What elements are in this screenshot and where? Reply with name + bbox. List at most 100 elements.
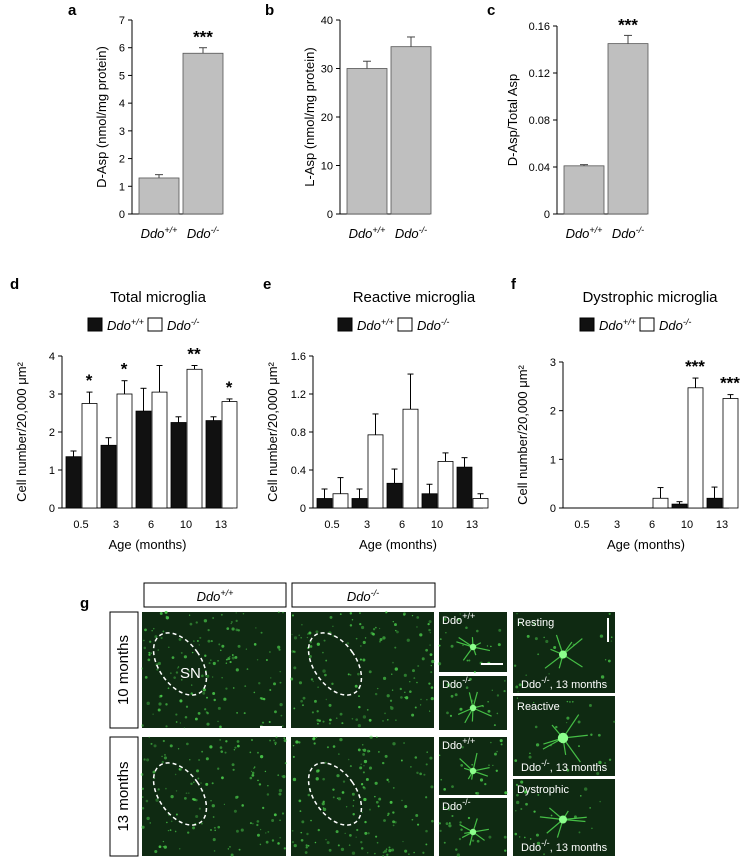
cell-dot [225, 740, 228, 743]
y-tick-label: 1 [119, 181, 125, 193]
x-label-ko: Ddo-/- [395, 225, 427, 241]
cell-dot [230, 853, 234, 857]
cell-dot [429, 631, 432, 634]
y-tick-label: 0 [327, 209, 333, 221]
legend-swatch-wt [337, 317, 353, 332]
cell-dot [499, 739, 503, 743]
x-tick-label: 3 [364, 519, 370, 531]
cell-dot [384, 849, 388, 853]
cell-dot [235, 628, 239, 632]
cell-dot [492, 764, 494, 767]
cell-dot [414, 756, 418, 759]
bar-ko [722, 398, 739, 509]
cell-dot [419, 633, 423, 637]
bar-ko [116, 393, 133, 509]
cell-dot [236, 740, 240, 743]
cell-dot [446, 711, 449, 715]
cell-dot [514, 832, 518, 836]
cell-dot [243, 712, 246, 715]
cell-dot [402, 840, 404, 843]
cell-dot [395, 629, 397, 632]
bar-wt [316, 498, 333, 509]
bar-ko [367, 434, 384, 509]
cell-dot [325, 838, 327, 841]
cell-dot [315, 736, 318, 738]
y-tick-label: 6 [119, 43, 125, 55]
cell-dot [514, 759, 518, 762]
cell-dot [516, 612, 518, 615]
cell-dot [413, 851, 415, 854]
header-box-ko [291, 582, 436, 608]
y-tick-label: 0 [119, 209, 125, 221]
header-label-ko: Ddo-/- [347, 588, 379, 604]
cell-dot [231, 627, 235, 631]
cell-dot [589, 807, 591, 809]
cell-dot [553, 646, 557, 650]
cell-dot [266, 793, 270, 796]
cell-dot [394, 667, 398, 671]
cell-dot [392, 820, 395, 824]
cell-dot [301, 623, 303, 626]
cell-dot [376, 687, 379, 690]
cell-dot [367, 832, 370, 835]
cell-dot [190, 782, 193, 786]
cell-dot [157, 649, 159, 651]
cell-dot [201, 674, 204, 678]
cell-dot [369, 808, 371, 811]
cell-dot [191, 651, 194, 654]
inset-state-label: Resting [517, 617, 554, 629]
cell-dot [283, 847, 286, 850]
cell-dot [597, 733, 601, 737]
cell-dot [185, 792, 188, 795]
header-label-wt: Ddo+/+ [197, 588, 234, 604]
y-axis-label: D-Asp/Total Asp [505, 74, 520, 167]
cell-dot [399, 687, 402, 691]
cell-dot [392, 661, 394, 664]
cell-dot [146, 701, 150, 706]
cell-dot [165, 703, 168, 706]
cell-dot [517, 691, 519, 693]
cell-dot [267, 785, 269, 787]
cell-dot [185, 705, 189, 708]
cell-dot [151, 630, 153, 632]
significance-mark: ** [187, 345, 201, 364]
cell-dot [363, 759, 368, 764]
cell-dot [234, 795, 239, 799]
y-tick-label: 40 [321, 15, 333, 27]
cell-dot [375, 835, 378, 838]
cell-dot [161, 760, 164, 764]
cell-dot [149, 640, 152, 643]
inset-state-label: Dystrophic [517, 784, 569, 796]
cell-dot [566, 700, 569, 703]
cell-dot [196, 769, 200, 773]
cell-dot [177, 748, 180, 750]
cell-dot [235, 612, 237, 614]
micrograph-dystrophic: Dystrophic Ddo-/-, 13 months [513, 779, 615, 856]
cell-dot [503, 835, 507, 839]
cell-dot [387, 814, 389, 817]
cell-dot [445, 822, 449, 826]
cell-dot [388, 781, 390, 783]
region-label: SN [180, 665, 201, 682]
cell-dot [377, 805, 380, 808]
cell-dot [607, 659, 611, 663]
cell-dot [153, 744, 157, 748]
legend-swatch-ko [639, 317, 655, 332]
cell-dot [140, 667, 144, 670]
cell-dot [374, 626, 377, 629]
cell-dot [450, 694, 454, 698]
cell-dot [261, 721, 265, 724]
legend-label-wt: Ddo+/+ [599, 317, 636, 333]
cell-dot [608, 612, 611, 615]
cell-dot [275, 736, 278, 739]
cell-dot [396, 630, 399, 634]
cell-dot [404, 805, 408, 809]
cell-dot [231, 654, 234, 656]
cell-dot [188, 670, 190, 672]
inset-genotype-label: Ddo+/+ [442, 611, 475, 627]
cell-dot [221, 644, 225, 648]
cell-dot [250, 738, 254, 742]
cell-dot [317, 722, 319, 725]
cell-dot [150, 742, 153, 745]
cell-dot [349, 765, 352, 768]
